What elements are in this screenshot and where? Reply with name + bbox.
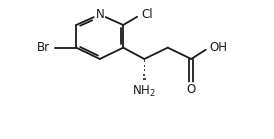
Text: O: O: [187, 83, 196, 96]
Text: OH: OH: [210, 41, 228, 54]
Text: NH$_2$: NH$_2$: [132, 84, 156, 99]
Text: Br: Br: [36, 41, 50, 54]
Text: Cl: Cl: [142, 8, 153, 21]
Text: N: N: [95, 8, 104, 21]
